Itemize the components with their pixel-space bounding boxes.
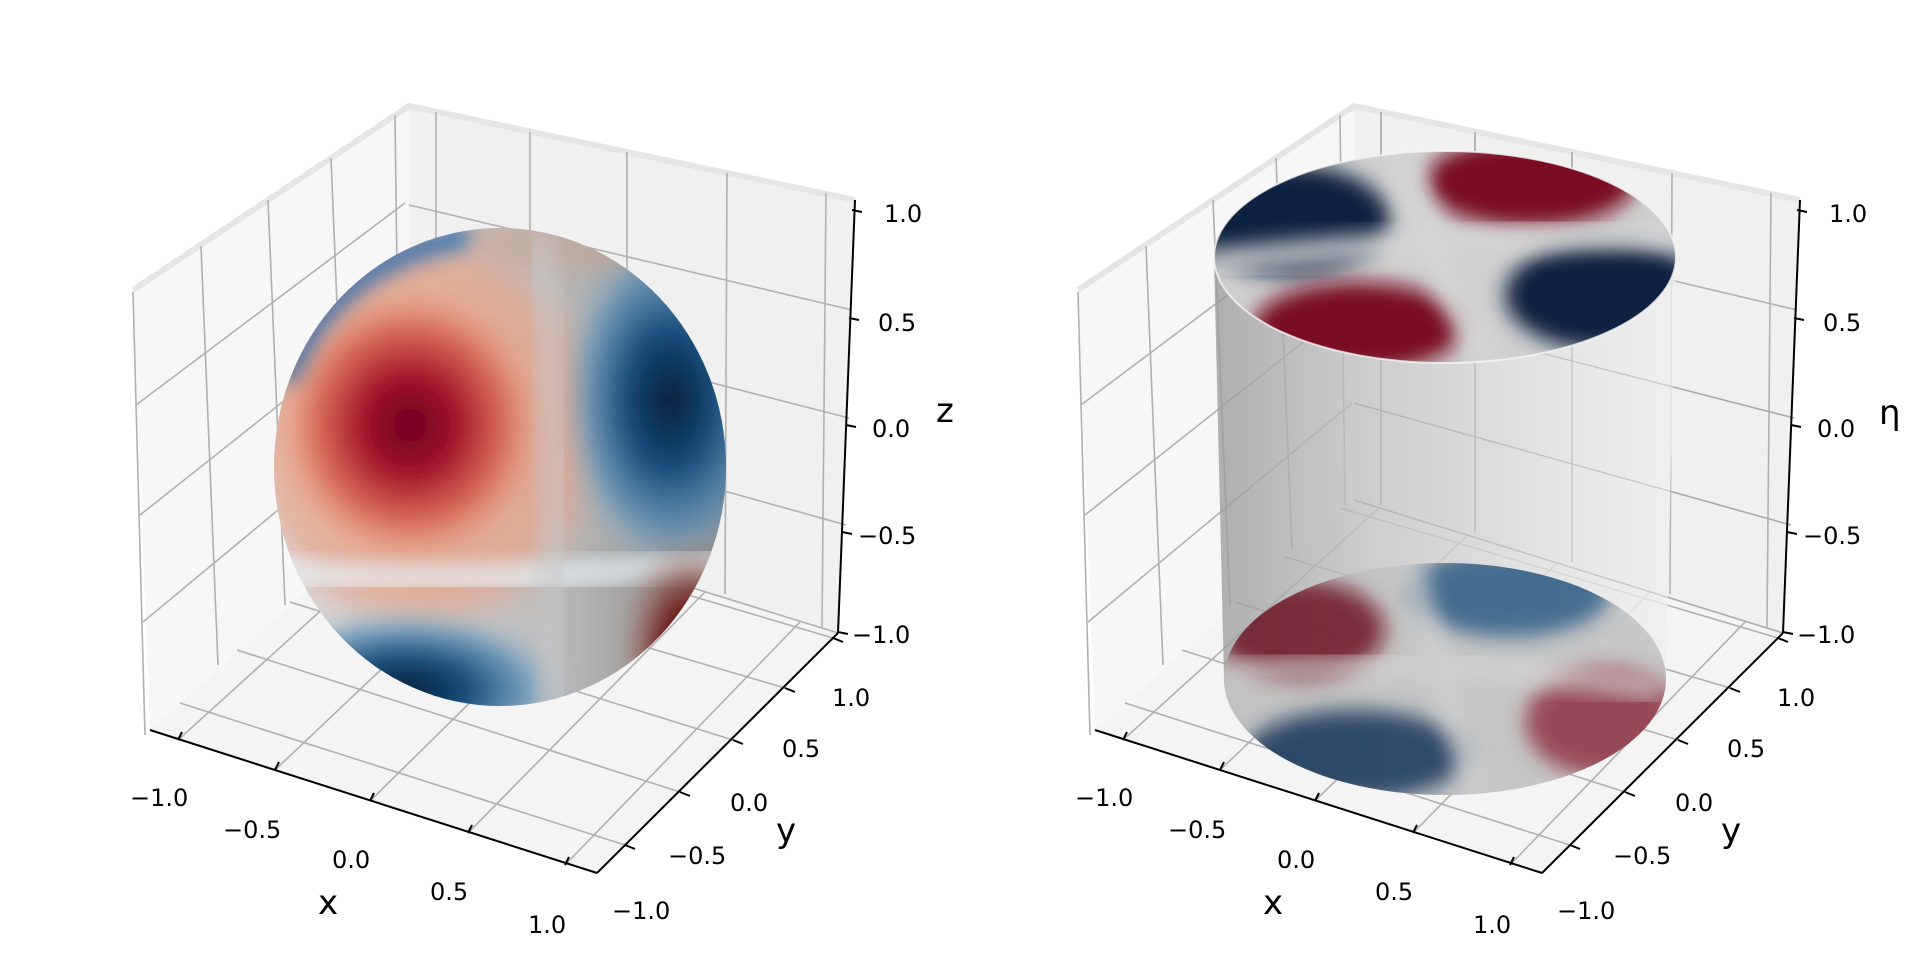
x-axis-line xyxy=(149,729,598,874)
z-axis-line xyxy=(837,199,856,634)
y-tick-label: −0.5 xyxy=(1613,842,1671,870)
x-tick-labels: −1.0 −0.5 0.0 0.5 1.0 xyxy=(130,784,566,939)
y-tick-labels: −1.0 −0.5 0.0 0.5 1.0 xyxy=(612,684,870,925)
bottom-cap xyxy=(1224,563,1666,795)
y-tick-label: 0.0 xyxy=(730,789,768,817)
y-tick-label: 0.5 xyxy=(1727,735,1765,763)
z-tick-label: −1.0 xyxy=(852,621,910,649)
axes-cylinder-decor: −1.0 −0.5 0.0 0.5 1.0 x −1.0 −0.5 0.0 0.… xyxy=(1075,199,1901,939)
x-tick-label: −1.0 xyxy=(130,784,188,812)
x-tick-label: −0.5 xyxy=(1168,816,1226,844)
x-tick-label: 0.0 xyxy=(332,846,370,874)
y-tick-label: 0.5 xyxy=(782,735,820,763)
x-tick-label: 0.5 xyxy=(1375,878,1413,906)
x-tick-label: 1.0 xyxy=(528,911,566,939)
y-tick-label: −1.0 xyxy=(612,897,670,925)
x-tick-label: 0.5 xyxy=(430,878,468,906)
x-tick-label: 0.0 xyxy=(1277,846,1315,874)
z-tick-label: 0.5 xyxy=(878,309,916,337)
eta-tick-label: −1.0 xyxy=(1797,621,1855,649)
eta-axis-line xyxy=(1782,199,1801,634)
axis-lines xyxy=(149,199,863,874)
eta-tick-labels: 1.0 0.5 0.0 −0.5 −1.0 xyxy=(1797,200,1867,649)
y-axis-label: y xyxy=(776,811,796,851)
eta-tick-label: 1.0 xyxy=(1829,200,1867,228)
x-tick-label: −0.5 xyxy=(223,816,281,844)
z-axis-label: z xyxy=(936,391,954,431)
x-tick-labels: −1.0 −0.5 0.0 0.5 1.0 xyxy=(1075,784,1511,939)
x-axis-line xyxy=(1094,729,1543,874)
y-tick-label: −0.5 xyxy=(668,842,726,870)
x-axis-label: x xyxy=(318,883,338,923)
y-axis-line xyxy=(1541,632,1784,874)
sphere-surface xyxy=(274,228,726,706)
eta-tick-label: 0.0 xyxy=(1817,415,1855,443)
z-tick-label: −0.5 xyxy=(858,522,916,550)
y-tick-label: 1.0 xyxy=(1777,684,1815,712)
z-tick-label: 0.0 xyxy=(872,415,910,443)
z-tick-labels: 1.0 0.5 0.0 −0.5 −1.0 xyxy=(852,200,922,649)
eta-axis-label: η xyxy=(1879,393,1901,433)
z-tick-label: 1.0 xyxy=(884,200,922,228)
y-tick-label: 0.0 xyxy=(1675,789,1713,817)
y-tick-label: −1.0 xyxy=(1557,897,1615,925)
x-tick-label: 1.0 xyxy=(1473,911,1511,939)
y-tick-labels: −1.0 −0.5 0.0 0.5 1.0 xyxy=(1557,684,1815,925)
eta-tick-label: 0.5 xyxy=(1823,309,1861,337)
axes-sphere: −1.0 −0.5 0.0 0.5 1.0 x −1.0 −0.5 0.0 0.… xyxy=(130,102,954,939)
y-axis-line xyxy=(596,632,839,874)
eta-tick-label: −0.5 xyxy=(1803,522,1861,550)
y-tick-label: 1.0 xyxy=(832,684,870,712)
y-axis-label: y xyxy=(1721,811,1741,851)
x-tick-label: −1.0 xyxy=(1075,784,1133,812)
axis-lines xyxy=(1094,199,1808,874)
cylinder-surface xyxy=(1213,112,1795,795)
x-axis-label: x xyxy=(1263,883,1283,923)
